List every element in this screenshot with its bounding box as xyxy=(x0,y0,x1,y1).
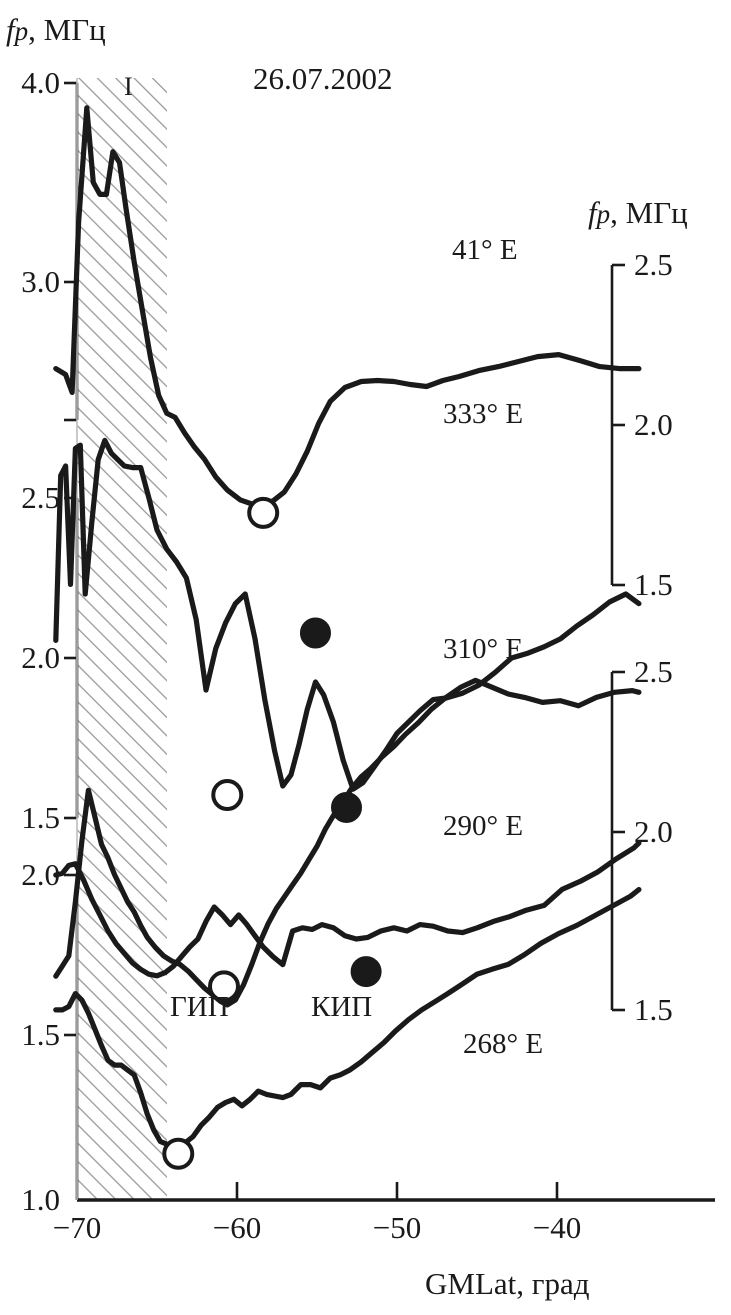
x-axis-title: GMLat, град xyxy=(425,1266,590,1301)
curve-label-290: 290° E xyxy=(443,810,524,842)
gip-marker-label: ГИП xyxy=(170,991,229,1023)
left-tick-label: 2.0 xyxy=(21,857,60,892)
date-title: 26.07.2002 xyxy=(253,61,393,96)
curve-268 xyxy=(53,887,642,1148)
markers-group xyxy=(162,496,382,1170)
curve-label-310: 310° E xyxy=(443,633,524,665)
x-tick-label: −60 xyxy=(212,1210,262,1245)
right-lower-tick-label: 2.0 xyxy=(634,814,673,849)
marker-open-circle xyxy=(162,1137,195,1170)
left-tick-label: 3.0 xyxy=(21,264,60,299)
left-axis-title: fp, МГц xyxy=(6,12,106,47)
marker-open-circle xyxy=(211,779,244,811)
left-tick-label: 1.5 xyxy=(21,800,60,835)
left-tick-label: 2.0 xyxy=(21,640,60,675)
left-tick-label: 1.5 xyxy=(21,1017,60,1052)
x-tick-label: −50 xyxy=(372,1210,422,1245)
kip-marker-label: КИП xyxy=(311,991,373,1023)
marker-open-circle xyxy=(247,496,280,529)
shaded-band xyxy=(77,78,167,1200)
marker-filled-circle xyxy=(350,956,382,988)
left-tick-label: 1.0 xyxy=(21,1182,60,1217)
left-tick-label: 4.0 xyxy=(21,65,60,100)
x-tick-label: −40 xyxy=(532,1210,582,1245)
right-lower-tick-label: 2.5 xyxy=(634,654,673,689)
curve-label-41: 41° E xyxy=(452,234,518,266)
right-upper-tick-label: 1.5 xyxy=(634,567,673,602)
marker-open-circle xyxy=(208,970,240,1003)
right-upper-tick-label: 2.5 xyxy=(634,247,673,282)
marker-filled-circle xyxy=(299,617,331,649)
right-axis-title: fp, МГц xyxy=(588,195,688,230)
curve-333 xyxy=(53,437,642,792)
right-lower-tick-label: 1.5 xyxy=(634,992,673,1027)
curve-310 xyxy=(53,677,642,1008)
right-upper-tick-label: 2.0 xyxy=(634,407,673,442)
marker-filled-circle xyxy=(331,791,362,823)
curve-label-268: 268° E xyxy=(463,1028,544,1060)
x-tick-label: −70 xyxy=(52,1210,102,1245)
left-tick-label: 2.5 xyxy=(21,480,60,515)
curve-290 xyxy=(53,840,642,979)
curve-label-333: 333° E xyxy=(443,398,524,430)
band-label: I xyxy=(124,72,133,101)
